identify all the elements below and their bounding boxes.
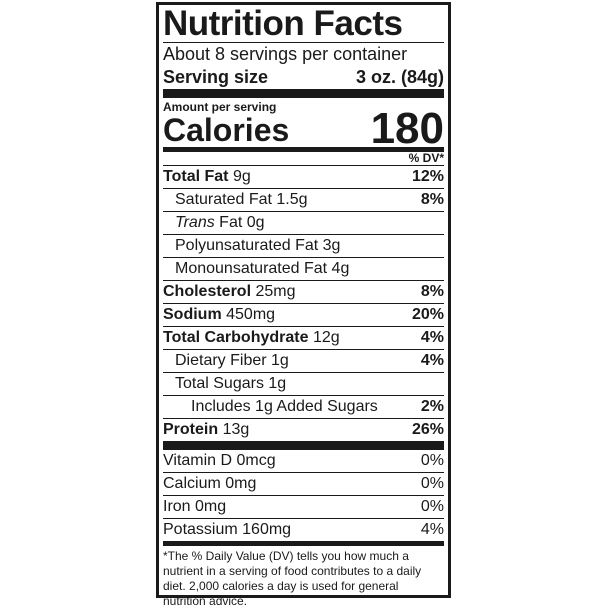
vitamin-row-calcium: Calcium 0mg 0% <box>163 473 444 496</box>
nutrient-row-sodium: Sodium 450mg 20% <box>163 304 444 327</box>
nutrient-row-total-fat: Total Fat 9g 12% <box>163 166 444 189</box>
servings-per-container: About 8 servings per container <box>163 44 408 64</box>
nutrient-dv: 2% <box>420 398 444 415</box>
nutrient-name: Saturated Fat 1.5g <box>175 191 308 208</box>
nutrient-row-cholesterol: Cholesterol 25mg 8% <box>163 281 444 304</box>
amount-per-serving: Amount per serving <box>163 100 277 114</box>
nutrient-dv: 26% <box>411 421 444 438</box>
calories-row: Calories 180 <box>163 104 444 153</box>
vitamin-name: Iron 0mg <box>163 498 227 515</box>
vitamin-name: Calcium 0mg <box>163 475 257 492</box>
nutrient-name: Total Carbohydrate <box>163 329 309 346</box>
vitamin-name: Vitamin D 0mcg <box>163 452 276 469</box>
vitamin-row-iron: Iron 0mg 0% <box>163 496 444 519</box>
nutrient-amount: 25mg <box>255 283 296 300</box>
nutrient-row-polyunsaturated-fat: Polyunsaturated Fat 3g <box>163 235 444 258</box>
serving-size-label: Serving size <box>163 67 269 87</box>
vitamin-dv: 0% <box>420 475 444 492</box>
nutrient-name: Protein <box>163 421 219 438</box>
nutrient-row-added-sugars: Includes 1g Added Sugars 2% <box>163 396 444 419</box>
vitamin-dv: 4% <box>420 521 444 538</box>
vitamin-row-vitamin-d: Vitamin D 0mcg 0% <box>163 450 444 473</box>
nutrient-name: Dietary Fiber 1g <box>175 352 289 369</box>
nutrient-amount: 9g <box>232 168 251 185</box>
nutrient-dv: 12% <box>411 168 444 185</box>
nutrient-row-saturated-fat: Saturated Fat 1.5g 8% <box>163 189 444 212</box>
dv-header: % DV* <box>163 152 444 166</box>
nutrient-row-monounsaturated-fat: Monounsaturated Fat 4g <box>163 258 444 281</box>
nutrient-amount: Fat 0g <box>219 214 265 231</box>
vitamin-row-potassium: Potassium 160mg 4% <box>163 519 444 546</box>
nutrient-name: Trans <box>175 214 215 231</box>
nutrient-amount: 450mg <box>226 306 276 323</box>
vitamin-dv: 0% <box>420 498 444 515</box>
nutrient-dv: 4% <box>420 329 444 346</box>
nutrient-row-protein: Protein 13g 26% <box>163 419 444 450</box>
nutrient-row-total-carbohydrate: Total Carbohydrate 12g 4% <box>163 327 444 350</box>
vitamin-name: Potassium 160mg <box>163 521 292 538</box>
serving-size-row: Serving size 3 oz. (84g) <box>163 65 444 98</box>
nutrient-name: Monounsaturated Fat 4g <box>175 260 350 277</box>
nutrition-facts-label: Nutrition Facts About 8 servings per con… <box>156 2 451 608</box>
nutrient-name: Polyunsaturated Fat 3g <box>175 237 341 254</box>
nutrient-amount: 13g <box>222 421 250 438</box>
nutrient-dv: 4% <box>420 352 444 369</box>
nutrient-name: Sodium <box>163 306 222 323</box>
nutrient-amount: 12g <box>312 329 340 346</box>
nutrient-name: Includes 1g Added Sugars <box>191 398 378 415</box>
calories-value: 180 <box>370 104 444 153</box>
nutrient-dv: 8% <box>420 191 444 208</box>
nutrient-dv: 8% <box>420 283 444 300</box>
footnote: *The % Daily Value (DV) tells you how mu… <box>163 549 422 608</box>
serving-size-value: 3 oz. (84g) <box>355 67 444 87</box>
nutrient-row-trans-fat: Trans Fat 0g <box>163 212 444 235</box>
nutrient-name: Cholesterol <box>163 283 252 300</box>
label-title: Nutrition Facts <box>163 6 444 43</box>
nutrient-row-total-sugars: Total Sugars 1g <box>163 373 444 396</box>
nutrient-dv: 20% <box>411 306 444 323</box>
nutrient-name: Total Fat <box>163 168 229 185</box>
nutrient-name: Total Sugars 1g <box>175 375 287 392</box>
vitamin-dv: 0% <box>420 452 444 469</box>
calories-label: Calories <box>163 112 290 148</box>
nutrient-row-dietary-fiber: Dietary Fiber 1g 4% <box>163 350 444 373</box>
